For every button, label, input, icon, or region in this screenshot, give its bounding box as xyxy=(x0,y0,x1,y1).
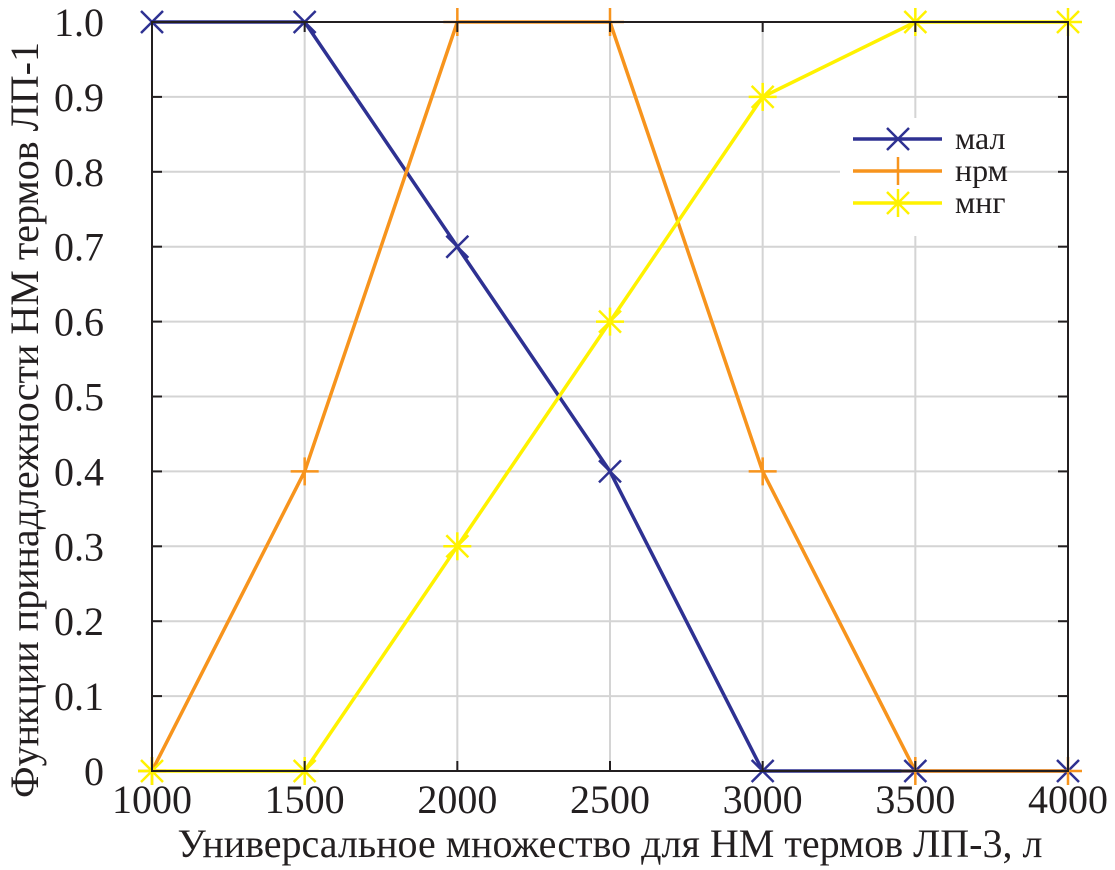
x-tick-label: 1000 xyxy=(112,777,192,822)
x-tick-label: 2000 xyxy=(417,777,497,822)
y-tick-label: 0.4 xyxy=(54,449,104,494)
data-point xyxy=(445,234,470,259)
x-axis-label: Универсальное множество для НМ термов ЛП… xyxy=(178,821,1043,866)
data-point xyxy=(598,459,622,484)
y-tick-label: 0.5 xyxy=(54,375,104,420)
legend-marker xyxy=(886,127,910,151)
ticks: 1000 1500 2000 2500 3000 3500 4000 0 0.1 0.2 0.3 0.… xyxy=(54,0,1108,822)
y-tick-label: 0.3 xyxy=(54,524,104,569)
x-tick-label: 2500 xyxy=(570,777,650,822)
legend-label: мнг xyxy=(955,184,1006,220)
y-tick-label: 0.6 xyxy=(54,300,104,345)
y-tick-label: 0 xyxy=(84,749,104,794)
y-axis-label: Функции принадлежности НМ термов ЛП-1 xyxy=(2,42,47,798)
y-tick-label: 0.1 xyxy=(54,674,104,719)
x-tick-label: 1500 xyxy=(265,777,345,822)
y-tick-label: 0.2 xyxy=(54,599,104,644)
y-tick-label: 0.9 xyxy=(54,75,104,120)
x-tick-label: 3000 xyxy=(723,777,803,822)
y-tick-label: 0.8 xyxy=(54,150,104,195)
y-tick-label: 1.0 xyxy=(54,0,104,45)
x-tick-label: 4000 xyxy=(1028,777,1108,822)
legend-label: мал xyxy=(955,120,1006,156)
y-tick-label: 0.7 xyxy=(54,225,104,270)
x-tick-label: 3500 xyxy=(875,777,955,822)
legend-label: нрм xyxy=(955,152,1008,188)
